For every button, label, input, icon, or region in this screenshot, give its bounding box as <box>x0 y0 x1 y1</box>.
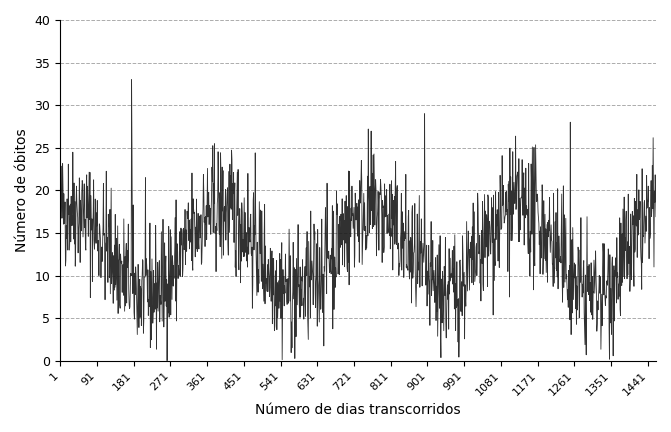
X-axis label: Número de dias transcorridos: Número de dias transcorridos <box>255 403 461 417</box>
Y-axis label: Número de óbitos: Número de óbitos <box>15 129 29 252</box>
